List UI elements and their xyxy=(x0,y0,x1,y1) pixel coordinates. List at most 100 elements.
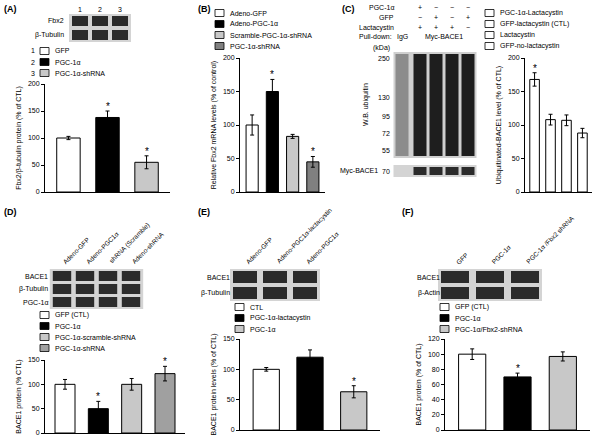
svg-text:100: 100 xyxy=(223,121,235,128)
svg-text:+: + xyxy=(450,24,454,31)
svg-text:50: 50 xyxy=(512,155,520,162)
svg-text:β-Actin: β-Actin xyxy=(418,289,440,297)
svg-text:0: 0 xyxy=(36,188,40,195)
svg-text:Myc-BACE1: Myc-BACE1 xyxy=(425,33,463,41)
svg-text:*: * xyxy=(145,146,149,157)
svg-text:250: 250 xyxy=(378,55,390,62)
svg-text:(B): (B) xyxy=(198,4,211,14)
svg-text:PGC-1α-Lactacystin: PGC-1α-Lactacystin xyxy=(500,9,563,17)
svg-text:120: 120 xyxy=(428,335,440,342)
svg-text:GFP: GFP xyxy=(455,251,469,265)
svg-text:PGC-1α: PGC-1α xyxy=(455,315,480,322)
svg-text:100: 100 xyxy=(508,121,520,128)
svg-text:GFP-lactacystin (CTL): GFP-lactacystin (CTL) xyxy=(500,20,569,28)
svg-text:−: − xyxy=(434,4,438,11)
svg-text:150: 150 xyxy=(28,356,40,363)
svg-text:PGC-1α: PGC-1α xyxy=(250,326,275,333)
svg-text:(A): (A) xyxy=(4,4,17,14)
svg-text:*: * xyxy=(163,356,167,367)
svg-text:BACE1 protein (% of CTL): BACE1 protein (% of CTL) xyxy=(415,343,423,425)
svg-text:Lactacystin: Lactacystin xyxy=(500,31,535,39)
svg-text:0: 0 xyxy=(36,429,40,436)
svg-text:+: + xyxy=(418,24,422,31)
svg-text:GFP: GFP xyxy=(379,14,394,21)
svg-text:Adeno-PGC1α-lactacystin: Adeno-PGC1α-lactacystin xyxy=(275,206,334,265)
svg-text:200: 200 xyxy=(223,54,235,61)
svg-text:50: 50 xyxy=(32,161,40,168)
svg-text:W.B. ubiquitin: W.B. ubiquitin xyxy=(362,83,370,126)
svg-text:100: 100 xyxy=(28,381,40,388)
svg-text:BACE1: BACE1 xyxy=(25,273,48,280)
svg-text:−: − xyxy=(450,4,454,11)
svg-text:BACE1 protein levels (% of CTL: BACE1 protein levels (% of CTL) xyxy=(210,334,218,436)
svg-text:GFP (CTL): GFP (CTL) xyxy=(55,311,89,319)
svg-text:β-Tubulin: β-Tubulin xyxy=(19,285,48,293)
svg-text:(F): (F) xyxy=(402,207,414,217)
svg-text:95: 95 xyxy=(382,113,390,120)
svg-text:−: − xyxy=(466,4,470,11)
svg-text:shRNA (Scramble): shRNA (Scramble) xyxy=(108,221,152,265)
svg-text:150: 150 xyxy=(28,107,40,114)
svg-text:0: 0 xyxy=(231,426,235,433)
svg-text:+: + xyxy=(434,24,438,31)
svg-text:Ubiquitinated-BACE1 level (% o: Ubiquitinated-BACE1 level (% of CTL) xyxy=(495,66,503,184)
svg-text:(D): (D) xyxy=(4,207,17,217)
svg-text:2: 2 xyxy=(98,6,102,13)
svg-text:200: 200 xyxy=(508,54,520,61)
svg-text:0: 0 xyxy=(231,188,235,195)
svg-text:*: * xyxy=(516,363,520,374)
svg-text:100: 100 xyxy=(28,134,40,141)
svg-text:Relative Fbx2 mRNA levels (% o: Relative Fbx2 mRNA levels (% of control) xyxy=(210,61,218,189)
svg-text:PGC-1α-shRNA: PGC-1α-shRNA xyxy=(230,43,280,50)
svg-text:Adeno-GFP: Adeno-GFP xyxy=(61,236,90,265)
svg-text:150: 150 xyxy=(508,88,520,95)
svg-text:Adeno-shRNA: Adeno-shRNA xyxy=(130,230,165,265)
svg-text:PGC-1α-scramble-shRNA: PGC-1α-scramble-shRNA xyxy=(55,334,136,341)
svg-text:50: 50 xyxy=(227,155,235,162)
svg-text:20: 20 xyxy=(432,411,440,418)
svg-text:*: * xyxy=(106,101,110,112)
svg-text:CTL: CTL xyxy=(250,304,263,311)
svg-text:Adeno-GFP: Adeno-GFP xyxy=(244,236,273,265)
svg-text:+: + xyxy=(466,14,470,21)
svg-text:+: + xyxy=(418,4,422,11)
svg-text:BACE1: BACE1 xyxy=(417,274,440,281)
svg-text:130: 130 xyxy=(378,94,390,101)
svg-text:Fbx2: Fbx2 xyxy=(48,17,64,24)
svg-text:−: − xyxy=(466,24,470,31)
svg-text:50: 50 xyxy=(32,405,40,412)
svg-text:*: * xyxy=(533,63,537,74)
svg-text:β-Tubulin: β-Tubulin xyxy=(35,31,64,39)
svg-text:BACE1 protein (% CTL): BACE1 protein (% CTL) xyxy=(15,359,23,433)
svg-text:55: 55 xyxy=(382,147,390,154)
svg-text:60: 60 xyxy=(432,381,440,388)
svg-text:0: 0 xyxy=(516,188,520,195)
svg-text:GFP: GFP xyxy=(55,47,70,54)
svg-text:*: * xyxy=(311,146,315,157)
svg-text:BACE1: BACE1 xyxy=(207,274,230,281)
svg-text:GFP-no-lactacystin: GFP-no-lactacystin xyxy=(500,42,560,50)
svg-text:Adeno-PGC1α: Adeno-PGC1α xyxy=(85,230,120,265)
svg-text:PGC-1α/Fbx2-shRNA: PGC-1α/Fbx2-shRNA xyxy=(455,326,523,333)
svg-text:70: 70 xyxy=(382,168,390,175)
svg-text:*: * xyxy=(96,391,100,402)
svg-text:40: 40 xyxy=(432,396,440,403)
svg-text:Adeno-PGC-1α: Adeno-PGC-1α xyxy=(230,20,278,27)
svg-text:0: 0 xyxy=(436,426,440,433)
svg-text:Pull-down:: Pull-down: xyxy=(359,33,392,40)
svg-text:β-Tubulin: β-Tubulin xyxy=(201,289,230,297)
svg-text:72: 72 xyxy=(382,130,390,137)
svg-text:200: 200 xyxy=(28,80,40,87)
svg-text:GFP (CTL): GFP (CTL) xyxy=(455,303,489,311)
svg-text:Adeno-PGC1α: Adeno-PGC1α xyxy=(305,230,340,265)
svg-text:PGC-1α: PGC-1α xyxy=(55,323,80,330)
svg-text:Lactacystin: Lactacystin xyxy=(359,24,394,32)
svg-text:(kDa): (kDa) xyxy=(373,44,390,52)
svg-text:−: − xyxy=(418,14,422,21)
svg-text:150: 150 xyxy=(223,88,235,95)
svg-text:Adeno-GFP: Adeno-GFP xyxy=(230,10,267,17)
svg-text:2: 2 xyxy=(31,59,35,66)
svg-text:Fbx2/β-tubulin protein (% of C: Fbx2/β-tubulin protein (% of CTL) xyxy=(15,86,23,190)
svg-text:PGC-1α: PGC-1α xyxy=(490,243,512,265)
svg-text:50: 50 xyxy=(227,396,235,403)
